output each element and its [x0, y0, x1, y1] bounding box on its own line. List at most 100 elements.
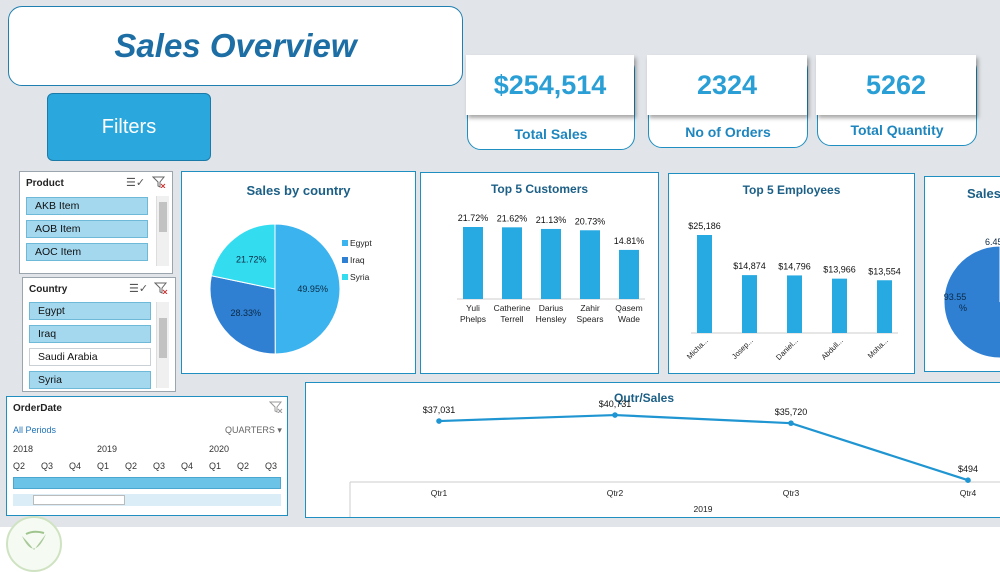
page-title: Sales Overview — [114, 27, 357, 64]
bar — [697, 235, 712, 333]
quarter-line-chart: $37,031 Qtr1 $40,731 Qtr2 $35,720 Qtr3 $494 Qtr… — [349, 399, 1000, 517]
category-label: Daniel... — [774, 336, 800, 362]
bar-data-label: $13,966 — [823, 265, 856, 275]
slicer-item[interactable]: AOC Item — [26, 243, 148, 261]
clear-filter-icon[interactable] — [268, 401, 283, 416]
timeline-quarter-label[interactable]: Q2 — [125, 461, 138, 471]
category-label: Zahir — [580, 303, 600, 313]
kpi-value: 5262 — [816, 55, 976, 115]
sales-by-country-card: Sales by country 49.95% 28.33% 21.72% Egypt… — [181, 171, 416, 374]
timeline-quarter-label[interactable]: Q2 — [13, 461, 26, 471]
sales-partial-card: Sales 93.55% 6.45 — [924, 176, 1000, 372]
kpi-label: No of Orders — [685, 124, 771, 140]
series-line — [438, 413, 969, 482]
bar — [580, 230, 600, 299]
bar-data-label: 21.13% — [536, 215, 567, 225]
chart-title: Top 5 Employees — [742, 183, 841, 197]
point-data-label: $40,731 — [599, 399, 632, 409]
bar-data-label: $14,796 — [778, 261, 811, 271]
legend-swatch — [342, 274, 348, 280]
pie-data-label: 28.33% — [231, 308, 262, 318]
data-point — [612, 412, 618, 418]
timeline-quarter-label[interactable]: Q1 — [209, 461, 222, 471]
multi-select-icon[interactable]: ☰✓ — [129, 283, 149, 295]
category-label: Darius — [539, 303, 564, 313]
category-label: Abdull... — [819, 336, 845, 362]
category-label: Spears — [577, 314, 604, 324]
pie-data-label: 49.95% — [297, 284, 328, 294]
clear-filter-icon[interactable] — [151, 176, 166, 191]
timeline-selection-bar[interactable] — [13, 477, 281, 489]
legend-entry: Egypt — [350, 238, 372, 248]
bar — [877, 280, 892, 333]
filters-button[interactable]: Filters — [47, 93, 211, 161]
top-customers-card: Top 5 Customers 21.72% Yuli Phelps 21.62% Ca… — [420, 172, 659, 374]
clear-filter-icon[interactable] — [153, 282, 168, 297]
pie-data-label: 6.45 — [985, 237, 1000, 247]
pie-slice — [943, 245, 1000, 359]
legend-entry: Syria — [350, 272, 370, 282]
category-label: Yuli — [466, 303, 480, 313]
country-slicer: Country ☰✓ Egypt Iraq Saudi Arabia Syria — [22, 277, 176, 392]
bar — [832, 278, 847, 333]
timeline-quarter-label[interactable]: Q3 — [41, 461, 54, 471]
dashboard-title-card: Sales Overview — [8, 6, 463, 86]
bar — [742, 275, 757, 333]
category-label: Qasem — [615, 303, 642, 313]
pie-slice — [210, 223, 276, 290]
multi-select-icon[interactable]: ☰✓ — [126, 177, 146, 189]
timeline-header: OrderDate — [13, 403, 62, 414]
pie-data-label: 21.72% — [236, 255, 267, 265]
bar-data-label: 20.73% — [575, 216, 606, 226]
slicer-item[interactable]: AOB Item — [26, 220, 148, 238]
data-point — [965, 477, 971, 484]
slicer-scrollbar[interactable] — [156, 302, 169, 388]
country-pie-chart: 49.95% 28.33% 21.72% Egypt Iraq Syria — [209, 223, 372, 355]
kpi-orders: 2324 No of Orders — [647, 55, 808, 148]
dashboard-canvas: Sales Overview Filters $254,514 Total Sa… — [0, 0, 1000, 527]
point-data-label: $37,031 — [423, 405, 456, 415]
slicer-item[interactable]: Saudi Arabia — [29, 348, 151, 366]
timeline-quarter-label[interactable]: Q3 — [153, 461, 166, 471]
pie-data-label: 93.55 — [944, 292, 967, 302]
group-label: 2019 — [694, 504, 713, 514]
chart-title: Sales — [967, 186, 1000, 201]
timeline-quarter-label[interactable]: Q4 — [69, 461, 82, 471]
data-point — [788, 420, 794, 426]
slicer-item[interactable]: Syria — [29, 371, 151, 389]
bar-data-label: $14,874 — [733, 261, 766, 271]
slicer-item[interactable]: AKB Item — [26, 197, 148, 215]
timeline-quarter-label[interactable]: Q3 — [265, 461, 278, 471]
category-label: Josep... — [730, 336, 755, 361]
timeline-quarter-label[interactable]: Q1 — [97, 461, 110, 471]
timeline-scrollbar[interactable] — [13, 494, 281, 506]
bar — [619, 249, 639, 299]
slicer-item[interactable]: Egypt — [29, 302, 151, 320]
all-periods-label[interactable]: All Periods — [13, 425, 57, 435]
category-label: Micha... — [685, 336, 710, 361]
top-employees-card: Top 5 Employees $25,186 Micha... $14,874 Jo… — [668, 173, 915, 374]
time-level-dropdown[interactable]: QUARTERS ▾ — [225, 425, 282, 435]
category-label: Qtr3 — [783, 488, 800, 498]
legend-swatch — [342, 257, 348, 263]
kpi-value: $254,514 — [466, 55, 634, 115]
bar — [787, 275, 802, 333]
legend-swatch — [342, 240, 348, 246]
category-label: Wade — [618, 314, 640, 324]
timeline-quarter-label[interactable]: Q2 — [237, 461, 250, 471]
employees-bar-chart: $25,186 Micha... $14,874 Josep... $14,796 Dan… — [685, 221, 901, 362]
category-label: Qtr2 — [607, 488, 624, 498]
point-data-label: $494 — [958, 464, 978, 474]
timeline-year-label: 2019 — [97, 444, 118, 454]
bar-data-label: $13,554 — [868, 266, 901, 276]
timeline-quarter-label[interactable]: Q4 — [181, 461, 194, 471]
slicer-item[interactable]: Iraq — [29, 325, 151, 343]
quarter-sales-card: Qutr/Sales $37,031 Qtr1 $40,731 Qtr2 $35,720… — [305, 382, 1000, 518]
kpi-label: Total Sales — [514, 126, 588, 142]
timeline-year-label: 2018 — [13, 444, 34, 454]
slicer-scrollbar[interactable] — [156, 196, 169, 266]
timeline-scroll-thumb[interactable] — [33, 495, 125, 505]
slicer-header: Country — [29, 284, 68, 295]
category-label: Moha... — [866, 336, 890, 360]
